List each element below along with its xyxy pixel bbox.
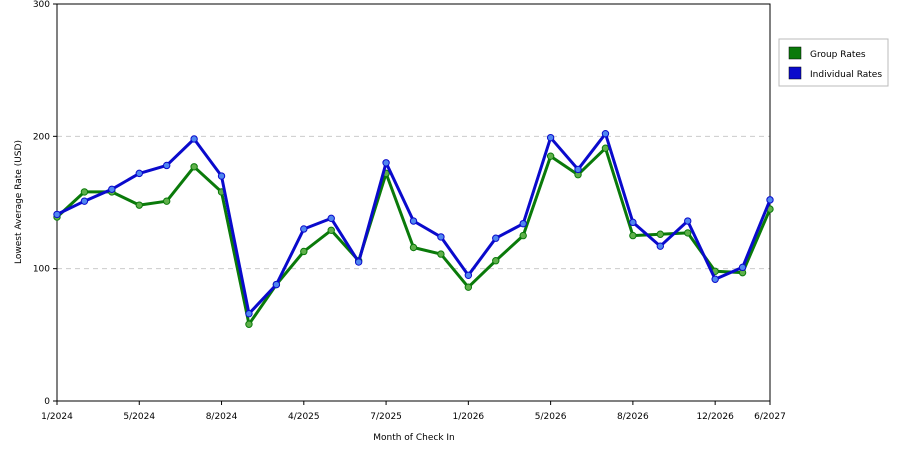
data-point bbox=[327, 214, 335, 223]
y-tick-label: 0 bbox=[44, 397, 50, 407]
data-point bbox=[300, 225, 308, 233]
data-point bbox=[162, 161, 171, 170]
data-point bbox=[656, 230, 665, 238]
data-point bbox=[492, 257, 500, 265]
legend-swatch-individual-rates bbox=[788, 66, 802, 80]
data-point bbox=[245, 320, 253, 328]
data-point bbox=[354, 258, 363, 266]
x-tick-label: 5/2026 bbox=[535, 412, 567, 422]
data-point bbox=[656, 242, 665, 250]
data-point bbox=[711, 275, 719, 283]
x-tick-label: 7/2025 bbox=[370, 412, 402, 422]
data-point bbox=[574, 165, 582, 174]
data-point bbox=[108, 185, 116, 193]
data-point bbox=[217, 172, 226, 180]
data-point bbox=[684, 217, 692, 225]
gridlines bbox=[57, 135, 770, 270]
legend-swatch-group-rates bbox=[788, 46, 802, 60]
data-point bbox=[80, 188, 89, 196]
data-point bbox=[519, 231, 527, 240]
data-point bbox=[546, 152, 555, 160]
x-tick-label: 12/2026 bbox=[696, 412, 734, 422]
data-point bbox=[135, 169, 143, 178]
data-point bbox=[437, 250, 445, 258]
data-point bbox=[601, 144, 610, 152]
data-point bbox=[546, 133, 555, 142]
x-tick-label: 1/2024 bbox=[41, 412, 73, 422]
data-point bbox=[519, 219, 527, 228]
data-point bbox=[766, 196, 774, 204]
data-point bbox=[464, 271, 473, 279]
data-point bbox=[492, 234, 500, 242]
data-point bbox=[409, 243, 418, 252]
data-point bbox=[272, 280, 281, 289]
x-axis-title: Month of Check In bbox=[373, 433, 455, 443]
data-point bbox=[629, 231, 637, 240]
x-tick-label: 4/2025 bbox=[288, 412, 320, 422]
data-point bbox=[190, 135, 198, 143]
data-point bbox=[80, 197, 89, 205]
data-point bbox=[300, 247, 308, 256]
y-axis-title: Lowest Average Rate (USD) bbox=[14, 140, 24, 264]
series-individual-rates bbox=[53, 129, 774, 318]
y-axis: 0 100 200 300 bbox=[33, 0, 57, 407]
legend: Group Rates Individual Rates bbox=[778, 38, 889, 87]
x-tick-label: 5/2024 bbox=[123, 412, 155, 422]
data-point bbox=[409, 217, 418, 225]
data-point bbox=[327, 226, 335, 234]
data-point bbox=[684, 229, 692, 237]
data-point bbox=[190, 163, 198, 171]
data-point bbox=[53, 210, 61, 219]
data-point bbox=[629, 218, 637, 227]
series-layer bbox=[53, 129, 774, 328]
data-point bbox=[437, 233, 445, 241]
data-point bbox=[135, 201, 143, 209]
data-point bbox=[601, 129, 610, 138]
y-tick-label: 200 bbox=[33, 132, 50, 142]
y-tick-label: 100 bbox=[33, 265, 50, 275]
data-point bbox=[464, 283, 473, 291]
data-point bbox=[738, 263, 747, 272]
x-axis: 1/2024 5/2024 8/2024 4/2025 7/2025 1/2026 5/20… bbox=[41, 401, 786, 422]
y-tick-label: 300 bbox=[33, 0, 50, 10]
x-tick-label: 8/2024 bbox=[206, 412, 238, 422]
data-point bbox=[162, 197, 171, 205]
data-point bbox=[245, 309, 253, 318]
data-point bbox=[382, 159, 390, 167]
series-group-rates bbox=[53, 144, 774, 328]
x-tick-label: 6/2027 bbox=[754, 412, 786, 422]
x-tick-label: 8/2026 bbox=[617, 412, 649, 422]
legend-label-group-rates: Group Rates bbox=[810, 50, 866, 60]
x-tick-label: 1/2026 bbox=[453, 412, 485, 422]
legend-label-individual-rates: Individual Rates bbox=[810, 70, 882, 80]
